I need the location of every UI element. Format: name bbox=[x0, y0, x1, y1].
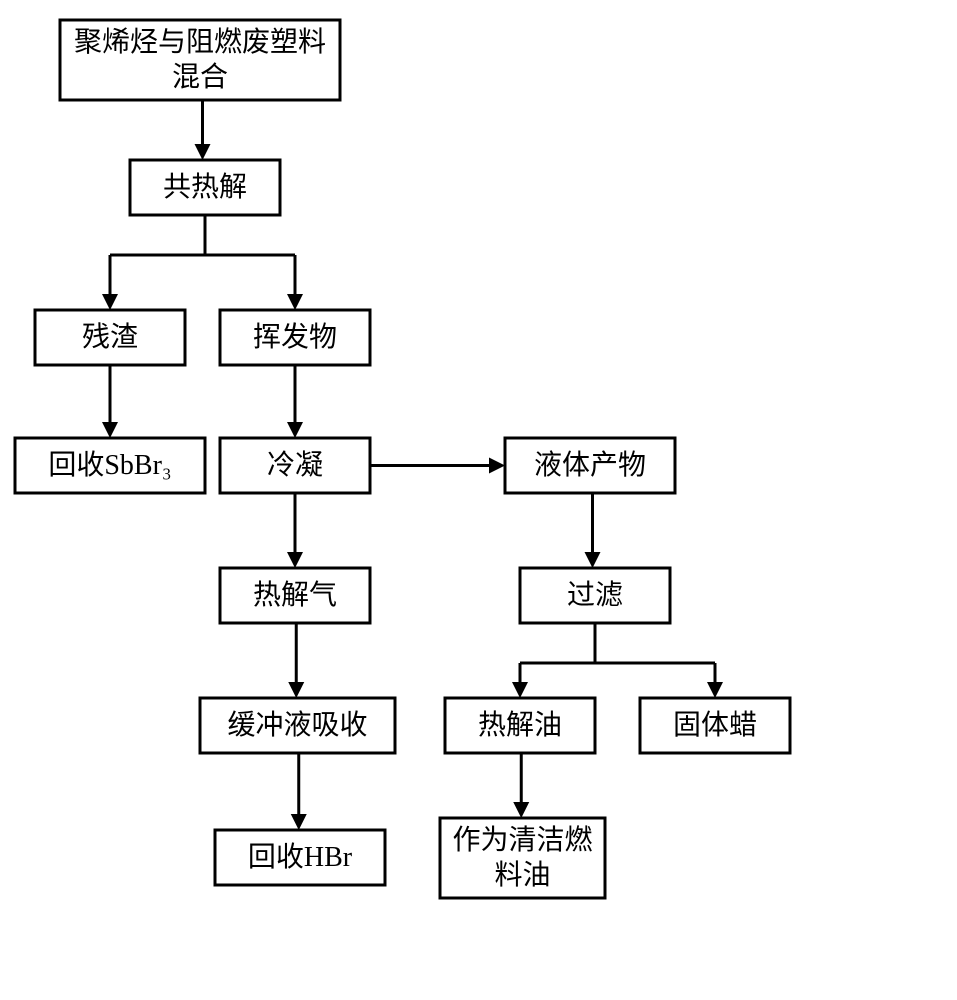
node-label: 聚烯烃与阻燃废塑料 bbox=[74, 26, 326, 58]
node-label: 混合 bbox=[172, 61, 228, 93]
node-label: 共热解 bbox=[163, 171, 247, 203]
node-label: 回收HBr bbox=[248, 841, 353, 873]
flowchart-node-fueloil: 作为清洁燃料油 bbox=[440, 818, 605, 898]
flowchart-node-volatile: 挥发物 bbox=[220, 310, 370, 365]
node-label: 缓冲液吸收 bbox=[227, 709, 367, 741]
node-label: 热解气 bbox=[253, 579, 337, 611]
flowchart-node-filter: 过滤 bbox=[520, 568, 670, 623]
flowchart-node-liquid: 液体产物 bbox=[505, 438, 675, 493]
node-label: 冷凝 bbox=[267, 449, 323, 481]
node-label: 料油 bbox=[494, 859, 550, 891]
node-label: 固体蜡 bbox=[673, 709, 757, 741]
node-label: 热解油 bbox=[478, 709, 562, 741]
node-label: 挥发物 bbox=[253, 321, 337, 353]
flowchart-node-residue: 残渣 bbox=[35, 310, 185, 365]
node-label: 液体产物 bbox=[534, 449, 646, 481]
node-label: 过滤 bbox=[567, 579, 623, 611]
flowchart-node-mix: 聚烯烃与阻燃废塑料混合 bbox=[60, 20, 340, 100]
flowchart-node-sbbr3: 回收SbBr₃ bbox=[15, 438, 205, 493]
flowchart-node-wax: 固体蜡 bbox=[640, 698, 790, 753]
flowchart-node-pgas: 热解气 bbox=[220, 568, 370, 623]
node-label: 残渣 bbox=[82, 321, 138, 353]
flowchart-node-hbr: 回收HBr bbox=[215, 830, 385, 885]
flowchart-node-oil: 热解油 bbox=[445, 698, 595, 753]
node-label: 作为清洁燃 bbox=[452, 824, 592, 856]
node-label: 回收SbBr₃ bbox=[48, 449, 171, 481]
flowchart-node-condense: 冷凝 bbox=[220, 438, 370, 493]
flowchart-node-buffer: 缓冲液吸收 bbox=[200, 698, 395, 753]
flowchart-node-copyro: 共热解 bbox=[130, 160, 280, 215]
